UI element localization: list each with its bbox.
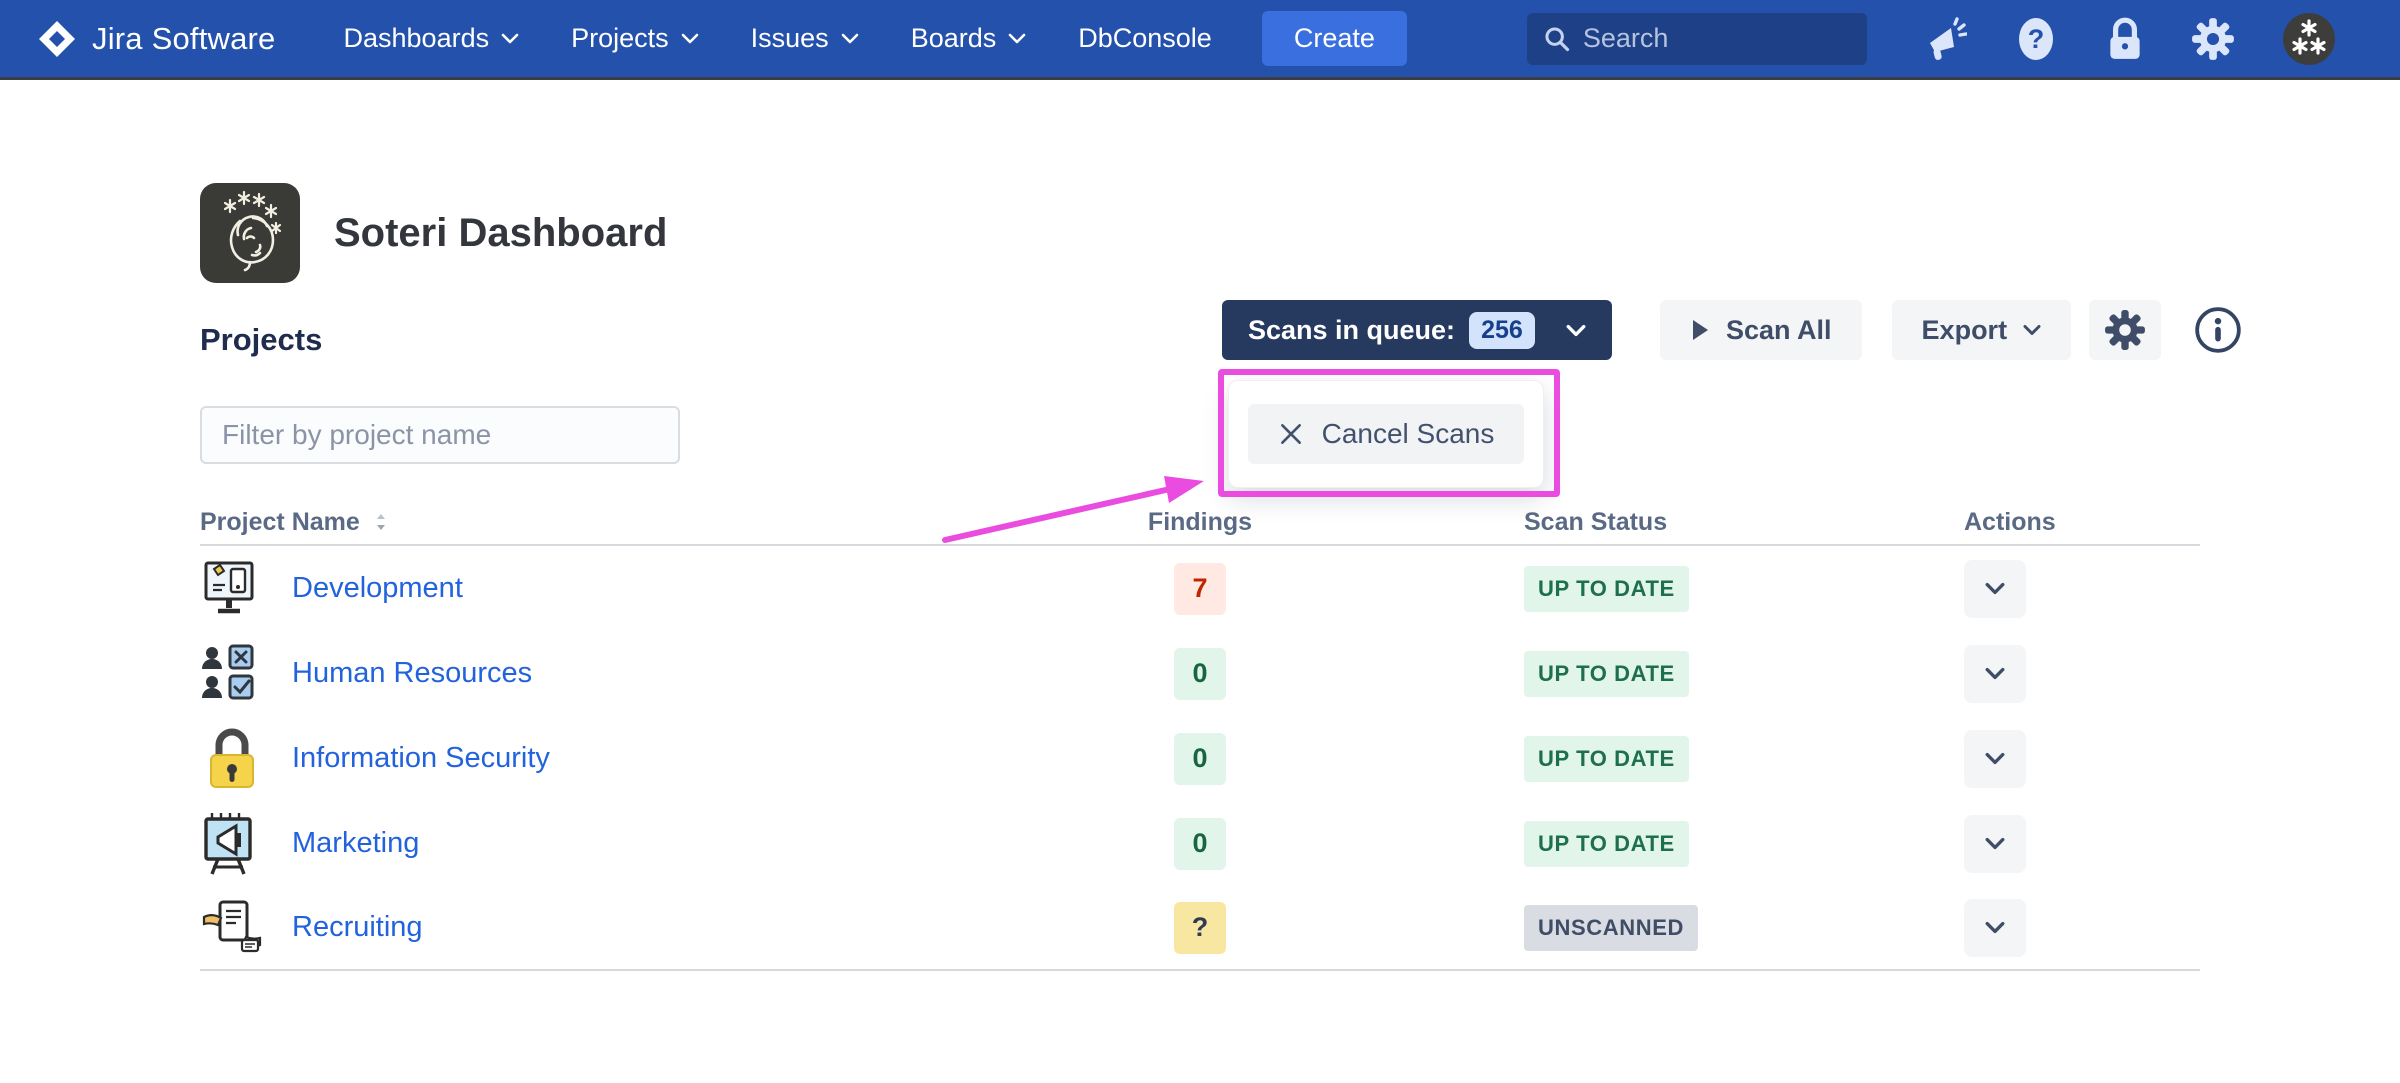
chevron-down-icon [501, 33, 519, 44]
settings-gear-button[interactable] [2089, 300, 2162, 360]
project-link-marketing[interactable]: Marketing [292, 827, 420, 859]
marketing-icon [200, 812, 264, 876]
status-badge: UP TO DATE [1524, 565, 1689, 612]
project-filter-input[interactable] [200, 406, 680, 464]
nav-menu: Dashboards Projects Issues Boards DbCons… [344, 23, 1212, 54]
export-button[interactable]: Export [1891, 300, 2072, 360]
findings-badge: 7 [1174, 562, 1226, 615]
chevron-down-icon [841, 33, 859, 44]
table-row: Development 7 UP TO DATE [200, 546, 2200, 631]
project-link-information-security[interactable]: Information Security [292, 742, 550, 774]
status-badge: UP TO DATE [1524, 650, 1689, 697]
svg-text:?: ? [2028, 24, 2045, 54]
gear-icon [2104, 309, 2146, 351]
scans-dropdown-panel: Cancel Scans [1228, 380, 1544, 488]
status-badge: UNSCANNED [1524, 904, 1698, 951]
row-actions-button[interactable] [1964, 729, 2026, 788]
projects-heading: Projects [200, 322, 323, 357]
row-actions-button[interactable] [1964, 898, 2026, 957]
chevron-down-icon [681, 33, 699, 44]
findings-badge: ? [1174, 901, 1226, 954]
scans-in-queue-count: 256 [1469, 311, 1535, 349]
status-badge: UP TO DATE [1524, 820, 1689, 867]
jira-logo[interactable]: Jira Software [36, 18, 276, 60]
recruiting-icon [200, 896, 264, 960]
table-row: Recruiting ? UNSCANNED [200, 886, 2200, 971]
table-row: Marketing 0 UP TO DATE [200, 801, 2200, 886]
help-icon[interactable]: ? [2013, 16, 2059, 62]
findings-badge: 0 [1174, 817, 1226, 870]
nav-icon-cluster: ? [1921, 11, 2337, 67]
table-row: Information Security 0 UP TO DATE [200, 716, 2200, 801]
project-link-human-resources[interactable]: Human Resources [292, 657, 533, 689]
column-header-findings: Findings [1147, 507, 1253, 536]
projects-table: Project Name Findings Scan Status Action… [200, 500, 2200, 971]
top-nav: Jira Software Dashboards Projects Issues… [0, 0, 2400, 80]
app-header: Soteri Dashboard [200, 183, 667, 283]
findings-badge: 0 [1174, 732, 1226, 785]
play-icon [1690, 318, 1710, 342]
brand-text: Jira Software [92, 20, 276, 56]
nav-item-projects[interactable]: Projects [571, 23, 699, 54]
nav-item-boards[interactable]: Boards [911, 23, 1027, 54]
column-header-actions: Actions [1964, 507, 2056, 536]
nav-item-dashboards[interactable]: Dashboards [344, 23, 520, 54]
project-link-recruiting[interactable]: Recruiting [292, 911, 423, 943]
chevron-down-icon [1008, 33, 1026, 44]
column-header-project-name[interactable]: Project Name [200, 508, 1140, 537]
soteri-avatar[interactable] [2281, 11, 2337, 67]
findings-badge: 0 [1174, 647, 1226, 700]
page-title: Soteri Dashboard [334, 210, 668, 255]
jira-diamond-icon [36, 18, 78, 60]
info-icon [2193, 305, 2243, 355]
nav-item-issues[interactable]: Issues [751, 23, 859, 54]
nav-item-dbconsole[interactable]: DbConsole [1078, 23, 1212, 53]
information-security-icon [200, 727, 264, 791]
development-icon [200, 557, 264, 621]
chevron-down-icon [1566, 324, 1586, 337]
status-badge: UP TO DATE [1524, 735, 1689, 782]
create-button[interactable]: Create [1261, 11, 1407, 66]
scans-in-queue-button[interactable]: Scans in queue: 256 [1222, 300, 1612, 360]
soteri-logo-icon [200, 183, 300, 283]
scan-all-button[interactable]: Scan All [1660, 300, 1862, 360]
info-button[interactable] [2193, 305, 2243, 355]
toolbar: Scans in queue: 256 Scan All Export [1222, 300, 2243, 360]
chevron-down-icon [2023, 324, 2041, 336]
search-input[interactable] [1582, 23, 1823, 54]
project-link-development[interactable]: Development [292, 572, 463, 604]
column-header-scan-status: Scan Status [1524, 507, 1668, 536]
table-row: Human Resources 0 UP TO DATE [200, 631, 2200, 716]
search-box[interactable] [1526, 12, 1867, 65]
cancel-scans-button[interactable]: Cancel Scans [1247, 404, 1525, 464]
row-actions-button[interactable] [1964, 644, 2026, 703]
search-icon [1543, 25, 1571, 53]
row-actions-button[interactable] [1964, 559, 2026, 618]
close-icon [1278, 421, 1304, 447]
announcement-icon[interactable] [1921, 16, 1967, 62]
human-resources-icon [200, 642, 264, 706]
row-actions-button[interactable] [1964, 814, 2026, 873]
table-header-row: Project Name Findings Scan Status Action… [200, 500, 2200, 546]
lock-icon[interactable] [2105, 16, 2145, 62]
gear-icon[interactable] [2191, 17, 2235, 61]
sort-icon[interactable] [374, 511, 388, 533]
